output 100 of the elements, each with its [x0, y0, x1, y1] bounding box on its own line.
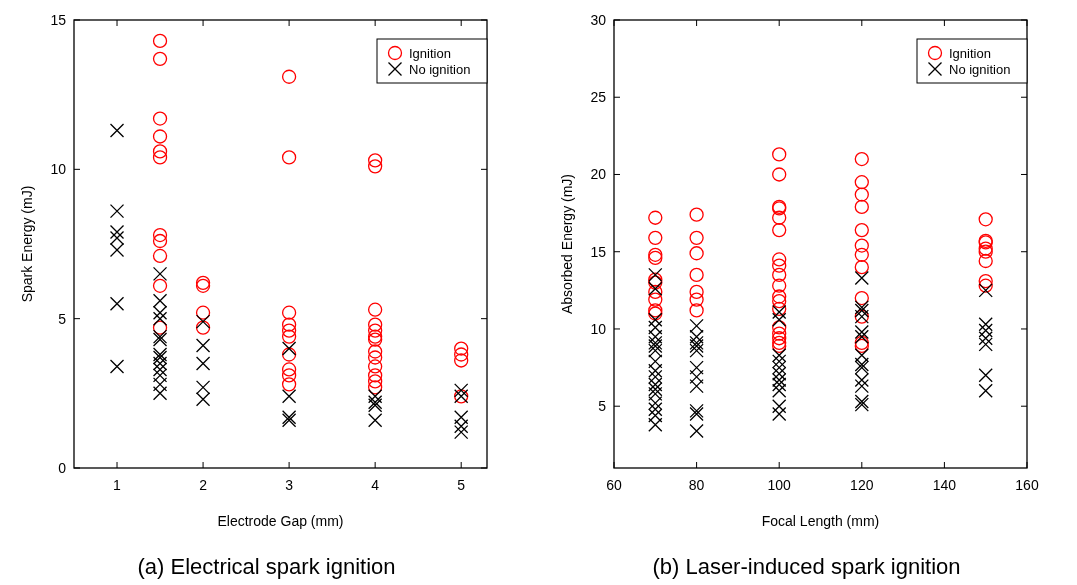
x-tick-label: 120 — [850, 477, 874, 493]
point — [281, 377, 297, 392]
point — [772, 377, 787, 392]
point — [978, 317, 993, 332]
point — [152, 233, 168, 249]
point — [689, 303, 704, 318]
point — [978, 383, 993, 398]
x-tick-label: 160 — [1015, 477, 1039, 493]
point — [648, 281, 663, 296]
point — [152, 111, 168, 126]
point — [854, 199, 869, 215]
point — [689, 230, 704, 245]
point — [368, 323, 383, 338]
x-axis-title: Focal Length (mm) — [761, 513, 880, 529]
x-tick-label: 5 — [457, 477, 466, 493]
y-axis-title: Absorbed Energy (mJ) — [559, 173, 575, 315]
point — [772, 147, 787, 162]
point — [109, 296, 125, 311]
point — [152, 150, 168, 165]
point — [689, 360, 704, 375]
point — [152, 386, 168, 401]
point — [648, 343, 663, 358]
point — [772, 252, 787, 267]
point — [648, 408, 663, 423]
point — [152, 368, 168, 383]
point — [152, 356, 168, 371]
y-tick-label: 10 — [50, 161, 67, 178]
point — [854, 329, 869, 344]
point — [368, 350, 383, 365]
point — [772, 320, 787, 335]
point — [772, 383, 787, 398]
point — [648, 402, 663, 417]
point — [454, 383, 469, 398]
point — [368, 413, 383, 428]
point — [689, 343, 704, 358]
point — [772, 354, 787, 369]
point — [195, 356, 211, 371]
point — [152, 51, 168, 66]
point — [772, 366, 787, 381]
point — [195, 380, 211, 395]
point — [648, 386, 663, 401]
point — [454, 347, 469, 362]
point — [109, 204, 125, 219]
y-tick-label: 5 — [598, 398, 607, 415]
point — [152, 362, 168, 377]
point — [772, 278, 787, 293]
legend-label: No ignition — [949, 62, 1011, 77]
point — [772, 294, 787, 309]
point — [648, 369, 663, 385]
point — [648, 363, 663, 378]
point — [648, 320, 663, 335]
point — [109, 224, 125, 240]
x-tick-label: 100 — [767, 477, 792, 493]
point — [648, 329, 663, 344]
y-tick-label: 25 — [590, 89, 607, 106]
x-tick-label: 80 — [688, 477, 705, 493]
point — [152, 227, 168, 243]
x-tick-label: 4 — [371, 477, 380, 493]
point — [368, 159, 383, 174]
point — [109, 242, 125, 258]
point — [772, 289, 787, 304]
point — [109, 359, 125, 374]
point — [368, 302, 383, 317]
point — [772, 372, 787, 388]
point — [978, 331, 993, 346]
point — [368, 153, 383, 168]
point — [648, 417, 663, 432]
point — [772, 167, 787, 182]
point — [854, 222, 869, 238]
x-tick-label: 140 — [932, 477, 957, 493]
point — [689, 284, 704, 300]
point — [648, 292, 663, 307]
text: (b) Laser-induced spark ignition — [652, 554, 961, 579]
y-tick-label: 0 — [58, 460, 67, 476]
point — [689, 329, 704, 344]
point — [281, 305, 297, 320]
y-tick-label: 15 — [50, 12, 67, 28]
point — [648, 377, 663, 392]
point — [648, 210, 663, 225]
point — [689, 406, 704, 422]
point — [152, 311, 168, 326]
point — [152, 377, 168, 392]
point — [368, 389, 383, 404]
legend-label: Ignition — [949, 46, 991, 61]
point — [772, 360, 787, 375]
point — [772, 258, 787, 273]
legend-label: No ignition — [409, 62, 471, 77]
point — [854, 151, 869, 167]
point — [648, 247, 663, 262]
point — [689, 246, 704, 261]
point — [772, 326, 787, 341]
point — [368, 317, 383, 332]
y-tick-label: 5 — [58, 310, 67, 327]
y-tick-label: 30 — [590, 12, 607, 28]
legend-label: Ignition — [409, 46, 451, 61]
point — [689, 292, 704, 307]
point — [195, 320, 211, 335]
point — [454, 419, 469, 434]
x-tick-label: 3 — [285, 477, 294, 493]
point — [978, 368, 993, 383]
